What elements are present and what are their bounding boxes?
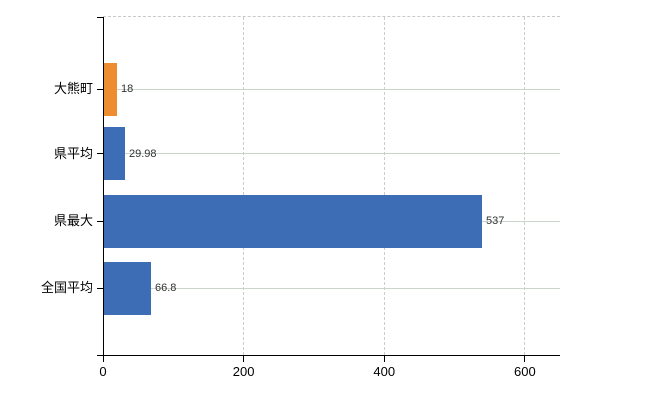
- vertical-gridline: [383, 17, 385, 355]
- bar-value-label: 537: [486, 215, 505, 227]
- y-tick: [97, 287, 103, 289]
- x-tick-label: 200: [232, 364, 255, 379]
- x-axis-line: [97, 355, 560, 356]
- y-tick: [97, 153, 103, 154]
- y-axis-line: [103, 17, 104, 355]
- vertical-gridline: [243, 17, 245, 355]
- vertical-gridline: [524, 17, 526, 355]
- x-tick-label: 0: [99, 364, 107, 379]
- x-tick: [243, 356, 245, 362]
- bar-value-label: 29.98: [129, 147, 157, 160]
- x-tick-label: 400: [373, 364, 396, 379]
- category-label-県平均: 県平均: [53, 145, 93, 161]
- x-tick-label: 600: [513, 364, 536, 379]
- x-tick: [524, 356, 526, 362]
- bar-県最大: [104, 194, 482, 248]
- category-label-県最大: 県最大: [53, 213, 93, 228]
- x-tick: [383, 356, 385, 362]
- bar-value-label: 66.8: [155, 282, 177, 294]
- horizontal-gridline: [103, 153, 560, 154]
- bar-value-label: 18: [121, 83, 134, 95]
- x-tick: [102, 356, 104, 362]
- y-tick: [97, 220, 103, 222]
- horizontal-gridline: [103, 88, 560, 90]
- category-label-全国平均: 全国平均: [40, 280, 93, 295]
- y-tick: [97, 88, 103, 90]
- plot-top-border: [103, 16, 560, 17]
- bar-全国平均: [104, 261, 151, 315]
- category-label-大熊町: 大熊町: [53, 81, 93, 96]
- bar-県平均: [104, 127, 125, 180]
- bar-大熊町: [104, 62, 117, 116]
- y-axis-top-tick: [97, 17, 103, 18]
- horizontal-gridline: [103, 287, 560, 289]
